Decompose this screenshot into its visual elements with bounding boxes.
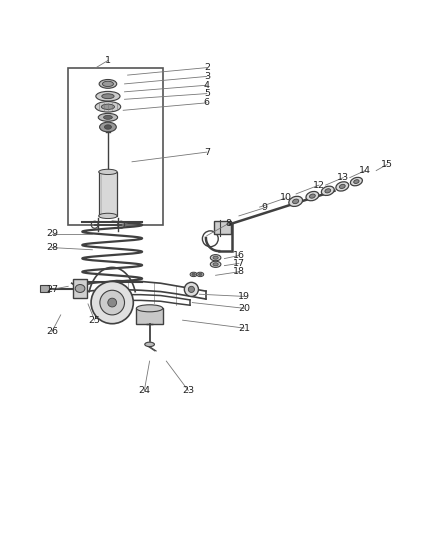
Text: 5: 5	[204, 89, 210, 98]
Ellipse shape	[197, 272, 204, 277]
Text: 4: 4	[204, 80, 210, 90]
Ellipse shape	[213, 263, 218, 266]
Ellipse shape	[350, 177, 363, 186]
Ellipse shape	[99, 79, 117, 88]
Circle shape	[188, 286, 194, 293]
Ellipse shape	[336, 182, 349, 191]
Ellipse shape	[339, 184, 345, 189]
Text: 12: 12	[313, 181, 325, 190]
Bar	[40, 285, 49, 292]
Text: 21: 21	[238, 324, 250, 333]
Bar	[99, 172, 117, 216]
Text: 13: 13	[337, 173, 349, 182]
Ellipse shape	[289, 196, 303, 206]
Text: 9: 9	[261, 204, 267, 213]
Bar	[73, 279, 87, 298]
Text: 15: 15	[381, 160, 393, 169]
Ellipse shape	[192, 273, 195, 276]
Ellipse shape	[293, 199, 299, 204]
Ellipse shape	[306, 191, 319, 201]
Text: 8: 8	[226, 219, 232, 228]
Ellipse shape	[99, 213, 117, 219]
Ellipse shape	[136, 305, 163, 312]
Text: 14: 14	[359, 166, 371, 175]
Ellipse shape	[213, 256, 218, 259]
Circle shape	[108, 298, 117, 307]
Text: 27: 27	[46, 285, 58, 294]
Ellipse shape	[198, 273, 202, 276]
Ellipse shape	[210, 261, 221, 268]
Text: 29: 29	[46, 229, 58, 238]
Ellipse shape	[102, 94, 114, 99]
Text: 1: 1	[105, 56, 111, 65]
Text: 18: 18	[233, 267, 245, 276]
Ellipse shape	[99, 169, 117, 174]
Text: 10: 10	[280, 193, 292, 203]
Circle shape	[100, 290, 125, 315]
Text: 26: 26	[46, 327, 58, 336]
Ellipse shape	[354, 180, 359, 183]
Text: 16: 16	[233, 251, 245, 260]
Ellipse shape	[104, 125, 111, 129]
Text: 28: 28	[46, 243, 58, 252]
Text: 3: 3	[204, 72, 210, 81]
Ellipse shape	[103, 115, 112, 119]
Ellipse shape	[309, 194, 315, 198]
Text: 6: 6	[204, 98, 210, 107]
Text: 23: 23	[182, 386, 194, 395]
Text: 19: 19	[238, 292, 250, 301]
Ellipse shape	[95, 101, 121, 112]
Bar	[68, 69, 163, 225]
Circle shape	[91, 281, 133, 324]
Text: 17: 17	[233, 259, 245, 268]
Ellipse shape	[96, 91, 120, 101]
Ellipse shape	[75, 285, 85, 293]
Ellipse shape	[101, 104, 114, 109]
Bar	[136, 308, 163, 324]
Bar	[214, 221, 231, 235]
Ellipse shape	[99, 122, 116, 132]
Text: 7: 7	[204, 148, 210, 157]
Ellipse shape	[210, 255, 221, 261]
Ellipse shape	[145, 342, 154, 346]
Text: 25: 25	[88, 316, 101, 325]
Text: 20: 20	[238, 304, 250, 313]
Ellipse shape	[325, 189, 331, 193]
Ellipse shape	[190, 272, 197, 277]
Circle shape	[184, 282, 198, 296]
Ellipse shape	[321, 186, 334, 196]
Text: 24: 24	[138, 386, 150, 395]
Ellipse shape	[103, 81, 114, 86]
Text: 2: 2	[204, 63, 210, 72]
Ellipse shape	[98, 114, 117, 122]
